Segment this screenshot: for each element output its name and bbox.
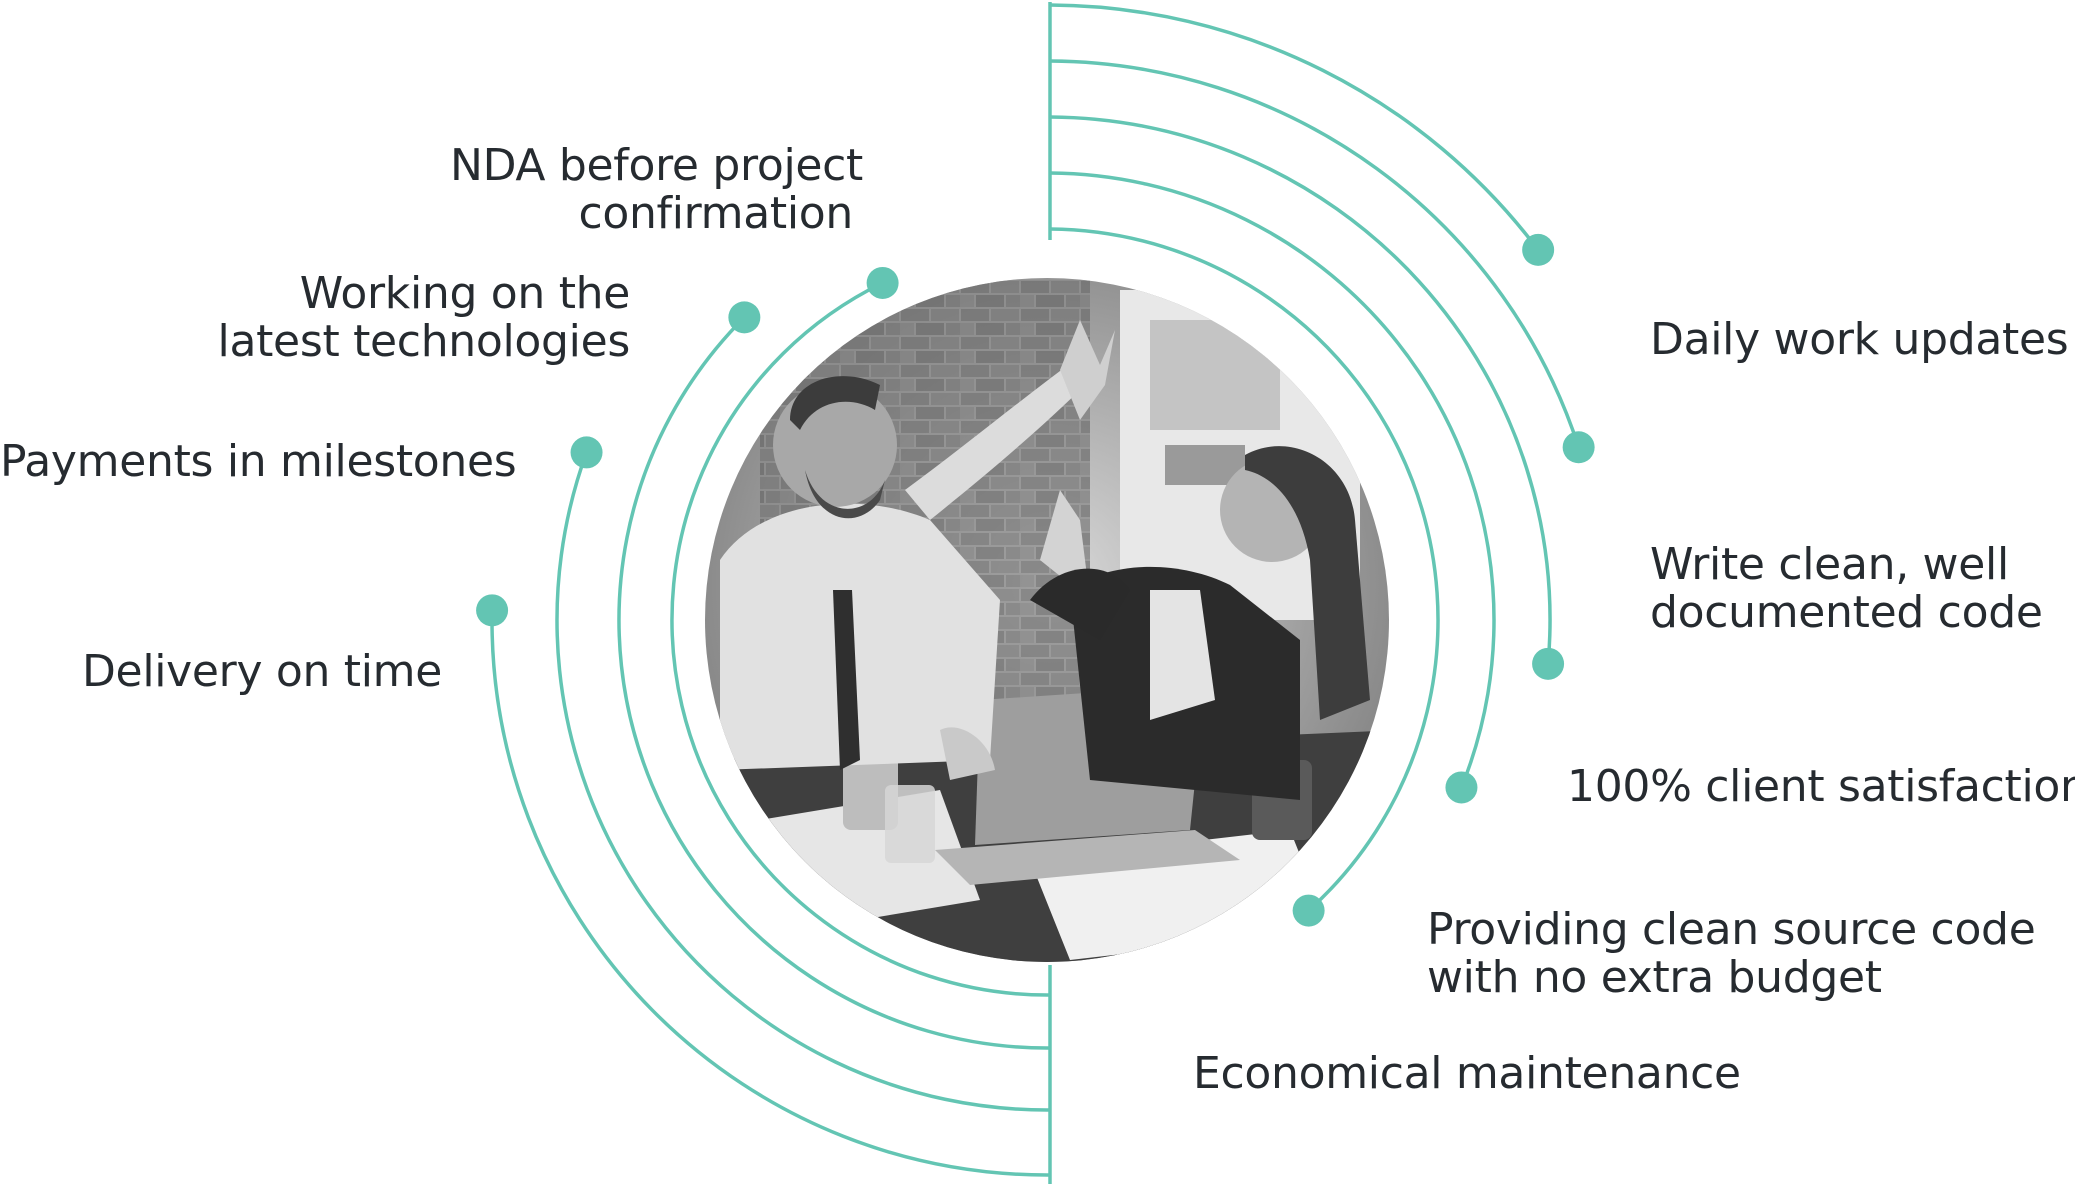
label-maintenance: Economical maintenance: [1193, 1050, 1741, 1098]
label-maintenance-line1: Economical maintenance: [1193, 1048, 1741, 1099]
dot-payments: [570, 436, 603, 469]
label-source-code-line2: with no extra budget: [1427, 952, 1882, 1003]
dot-nda: [866, 266, 899, 299]
label-clean-code-line2: documented code: [1650, 587, 2043, 638]
arc-clean-code: [1049, 59, 1581, 448]
dot-delivery: [476, 594, 509, 627]
arc-nda: [670, 281, 1051, 997]
label-technologies-line1: Working on the: [299, 268, 631, 319]
dot-technologies: [728, 301, 761, 334]
dot-satisfaction: [1532, 647, 1565, 680]
label-technologies: Working on the latest technologies: [150, 268, 631, 367]
dot-source-code: [1445, 771, 1478, 804]
arc-source-code: [1049, 171, 1496, 789]
label-source-code-line1: Providing clean source code: [1427, 904, 2036, 955]
dot-maintenance: [1292, 894, 1325, 927]
arc-delivery: [490, 610, 1051, 1177]
label-technologies-line2: latest technologies: [217, 316, 631, 367]
center-photo: [705, 278, 1389, 962]
label-satisfaction-line1: 100% client satisfaction: [1567, 761, 2075, 812]
dot-daily-updates: [1522, 233, 1555, 266]
arc-payments: [555, 451, 1051, 1112]
label-payments: Payments in milestones: [0, 436, 517, 487]
label-nda-line1: NDA before project: [449, 140, 863, 191]
arc-daily-updates: [1049, 3, 1540, 251]
label-source-code: Providing clean source code with no extr…: [1427, 904, 2036, 1003]
label-daily-updates-line1: Daily work updates: [1650, 314, 2069, 365]
label-delivery-line1: Delivery on time: [81, 646, 442, 697]
label-clean-code-line1: Write clean, well: [1650, 539, 2009, 590]
label-daily-updates: Daily work updates: [1650, 314, 2069, 365]
arc-satisfaction: [1049, 115, 1552, 664]
arc-technologies: [617, 316, 1051, 1050]
label-satisfaction: 100% client satisfaction: [1567, 763, 2075, 811]
label-clean-code: Write clean, well documented code: [1650, 541, 2043, 637]
label-nda: NDA before project confirmation: [300, 142, 863, 238]
dot-clean-code: [1562, 431, 1595, 464]
label-payments-line1: Payments in milestones: [0, 436, 517, 487]
label-nda-line2: confirmation: [578, 188, 853, 239]
arc-maintenance: [1049, 227, 1440, 912]
label-delivery: Delivery on time: [60, 648, 442, 696]
